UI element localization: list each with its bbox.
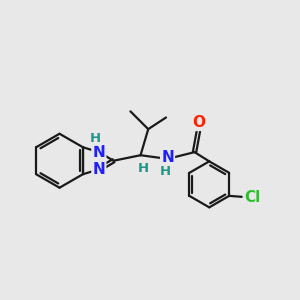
Text: N: N [92, 145, 105, 160]
Text: H: H [160, 165, 171, 178]
Text: H: H [138, 162, 149, 175]
Text: N: N [161, 150, 174, 165]
Text: N: N [92, 162, 105, 177]
Text: O: O [193, 115, 206, 130]
Text: H: H [90, 132, 101, 145]
Text: Cl: Cl [244, 190, 260, 205]
